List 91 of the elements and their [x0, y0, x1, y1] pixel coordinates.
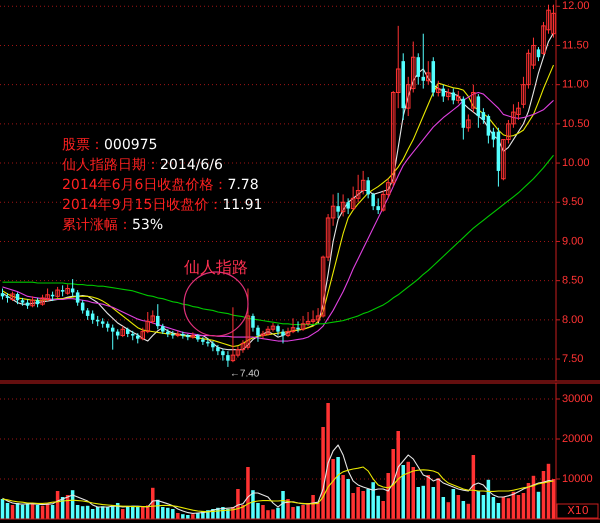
candlestick: [226, 350, 230, 368]
candlestick: [100, 318, 104, 328]
candlestick: [126, 327, 130, 338]
candlestick: [16, 292, 20, 305]
candlestick: [281, 328, 285, 344]
candlestick: [55, 286, 60, 298]
annotation: 2014年9月15日收盘价：11.91: [62, 196, 262, 213]
candlestick: [211, 340, 215, 352]
bar: [336, 457, 340, 519]
annotation: 2014年6月6日收盘价格：7.78: [62, 176, 259, 193]
bar: [191, 514, 195, 519]
candlestick: [10, 291, 15, 302]
line-series: [2, 444, 554, 514]
candlestick: [30, 296, 35, 308]
candlestick: [96, 315, 100, 327]
candlestick: [221, 348, 225, 362]
y-tick-label: 20000: [562, 432, 593, 445]
candlestick: [161, 323, 165, 334]
candlestick: [296, 320, 300, 333]
bar: [36, 505, 40, 519]
annotation: ←7.40: [230, 368, 260, 380]
candlestick: [456, 90, 461, 104]
candlestick: [452, 88, 456, 105]
y-tick-label: 12.00: [562, 0, 590, 12]
candlestick: [376, 198, 380, 215]
candlestick: [120, 326, 125, 338]
candlestick: [130, 330, 134, 341]
y-tick-label: 7.50: [562, 352, 584, 365]
candlestick: [6, 292, 10, 304]
candlestick: [471, 84, 476, 113]
candlestick: [70, 278, 74, 297]
candlestick: [251, 313, 255, 332]
bar: [341, 475, 345, 519]
y-tick-label: 30000: [562, 392, 593, 405]
candlestick: [426, 60, 431, 86]
candlestick: [0, 288, 4, 300]
bar: [536, 492, 540, 519]
candlestick: [416, 52, 420, 86]
candlestick: [156, 304, 160, 330]
bar: [436, 478, 440, 519]
candlestick: [436, 80, 441, 97]
candlestick: [65, 284, 70, 296]
line-series: [2, 466, 554, 512]
candlestick: [76, 290, 80, 306]
annotation: 股票：000975: [62, 136, 158, 153]
annotation: 累计涨幅：53%: [62, 216, 164, 233]
annotation: 仙人指路日期：2014/6/6: [62, 156, 223, 173]
candlestick: [536, 46, 540, 62]
y-tick-label: 11.00: [562, 78, 589, 91]
bar: [456, 495, 460, 519]
candlestick: [50, 291, 54, 302]
y-tick-label: 8.00: [562, 314, 584, 326]
bar: [452, 489, 456, 519]
y-tick-label: 8.50: [562, 274, 584, 287]
bar: [442, 497, 446, 519]
y-tick-label: 9.50: [562, 196, 584, 208]
bar: [120, 509, 124, 519]
bar: [462, 501, 466, 519]
candlestick: [371, 192, 375, 211]
bar: [176, 513, 180, 519]
bar: [401, 465, 405, 519]
candlestick: [466, 114, 471, 132]
bar: [296, 506, 300, 519]
bar: [346, 479, 350, 519]
text: X10: [567, 504, 589, 518]
candlestick: [80, 300, 84, 314]
bar: [56, 491, 60, 519]
y-tick-label: 10.50: [562, 118, 590, 130]
candlestick: [276, 324, 280, 336]
candlestick: [116, 328, 120, 340]
candlestick: [110, 324, 114, 350]
bar: [426, 475, 430, 519]
bar: [446, 502, 450, 519]
y-tick-label: 10.00: [562, 156, 590, 169]
candlestick: [446, 88, 451, 101]
y-tick-label: 10000: [562, 472, 593, 485]
bar: [50, 505, 54, 519]
y-tick-label: 11.50: [562, 39, 589, 52]
bar: [10, 505, 14, 519]
candlestick: [336, 192, 340, 218]
candlestick: [60, 284, 64, 297]
candlestick: [442, 84, 446, 102]
candlestick: [136, 332, 140, 344]
candlestick: [366, 176, 370, 199]
candlestick: [346, 198, 350, 215]
y-tick-label: 9.00: [562, 235, 584, 248]
candlestick: [256, 324, 260, 342]
annotation: 仙人指路: [184, 257, 248, 276]
candlestick: [26, 298, 30, 310]
candlestick: [340, 194, 346, 217]
bar: [432, 487, 436, 519]
